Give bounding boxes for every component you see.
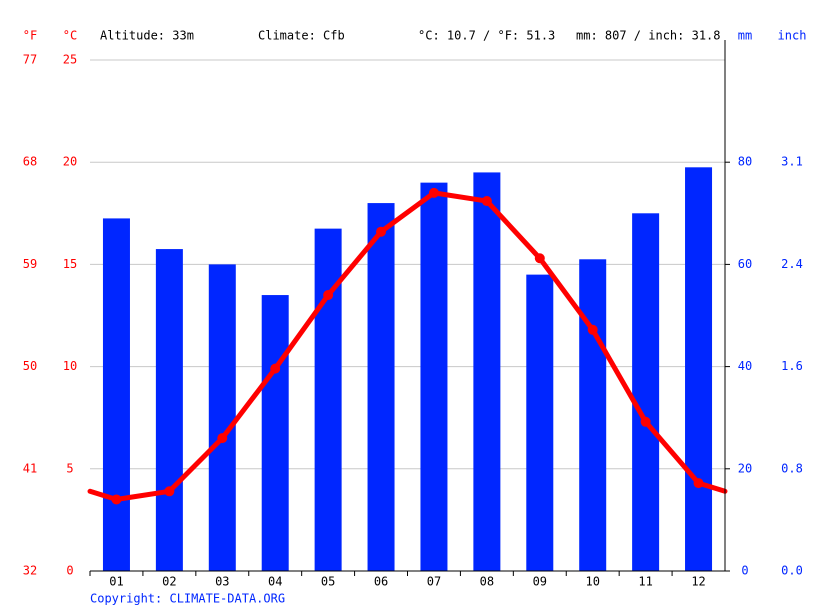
- y2-tick-label: 40: [738, 359, 752, 373]
- y2-tick-label: 0: [741, 564, 748, 578]
- y-tick-label: 68: [23, 155, 37, 169]
- bar: [102, 218, 130, 571]
- annotation: mm: 807 / inch: 31.8: [576, 29, 721, 43]
- point: [428, 187, 439, 198]
- x-tick-label: 10: [585, 575, 599, 589]
- x-tick-label: 07: [427, 575, 441, 589]
- x-tick-label: 09: [533, 575, 547, 589]
- y2-tick-label: 1.6: [781, 359, 803, 373]
- y-tick-label: 10: [63, 359, 77, 373]
- annotation: °C: 10.7 / °F: 51.3: [418, 29, 555, 43]
- bar: [261, 295, 289, 571]
- point: [111, 494, 122, 505]
- x-tick-label: 08: [480, 575, 494, 589]
- y-tick-label: 5: [66, 461, 73, 475]
- annotation: Climate: Cfb: [258, 29, 345, 43]
- unit-label: inch: [778, 29, 807, 43]
- x-tick-label: 02: [162, 575, 176, 589]
- bar: [685, 167, 713, 571]
- bar: [208, 264, 236, 571]
- point: [693, 478, 704, 489]
- bar: [155, 249, 183, 571]
- y-tick-label: 77: [23, 53, 37, 67]
- x-tick-label: 01: [109, 575, 123, 589]
- y-tick-label: 15: [63, 257, 77, 271]
- y2-tick-label: 2.4: [781, 257, 803, 271]
- point: [376, 226, 387, 237]
- y-tick-label: 20: [63, 155, 77, 169]
- bar: [473, 172, 501, 572]
- y2-tick-label: 20: [738, 461, 752, 475]
- x-tick-label: 06: [374, 575, 388, 589]
- y-tick-label: 50: [23, 359, 37, 373]
- x-tick-label: 11: [638, 575, 652, 589]
- y-tick-label: 41: [23, 461, 37, 475]
- x-tick-label: 12: [691, 575, 705, 589]
- bar: [420, 182, 448, 571]
- point: [164, 486, 175, 497]
- line: [116, 190, 701, 502]
- unit-label: °C: [63, 29, 77, 43]
- y2-tick-label: 60: [738, 257, 752, 271]
- y-tick-label: 59: [23, 257, 37, 271]
- point: [270, 363, 281, 374]
- y-tick-label: 32: [23, 564, 37, 578]
- y2-tick-label: 3.1: [781, 155, 803, 169]
- y2-tick-label: 0.0: [781, 564, 803, 578]
- point: [217, 433, 228, 444]
- y-tick-label: 25: [63, 53, 77, 67]
- y-tick-label: 0: [66, 564, 73, 578]
- unit-label: mm: [738, 29, 752, 43]
- point: [587, 324, 598, 335]
- x-tick-label: 04: [268, 575, 282, 589]
- point: [323, 290, 334, 301]
- unit-label: °F: [23, 29, 37, 43]
- bar: [579, 259, 607, 571]
- point: [640, 416, 651, 427]
- copyright: Copyright: CLIMATE-DATA.ORG: [90, 592, 285, 606]
- bar: [367, 203, 395, 571]
- y2-tick-label: 80: [738, 155, 752, 169]
- x-tick-label: 03: [215, 575, 229, 589]
- x-tick-label: 05: [321, 575, 335, 589]
- point: [481, 196, 492, 207]
- y2-tick-label: 0.8: [781, 461, 803, 475]
- annotation: Altitude: 33m: [100, 29, 194, 43]
- point: [534, 253, 545, 264]
- bar: [526, 274, 554, 571]
- bar: [632, 213, 660, 572]
